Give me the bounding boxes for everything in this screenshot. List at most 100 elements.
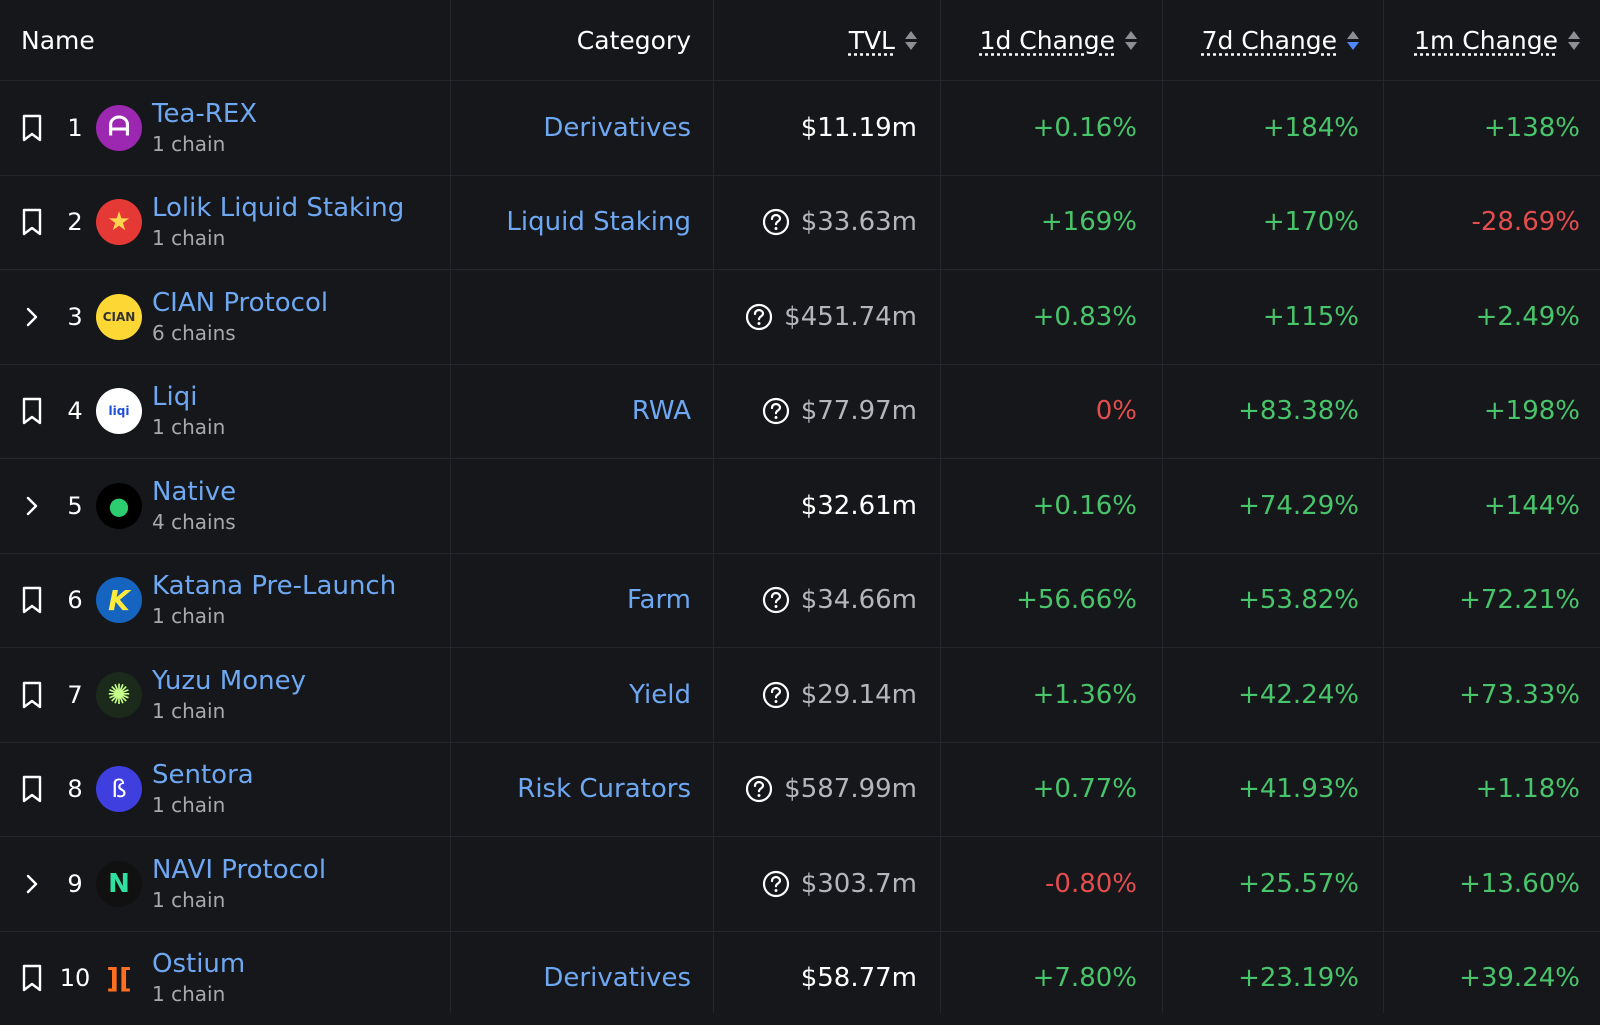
bookmark-icon[interactable] — [18, 932, 46, 1025]
category-link[interactable]: Yield — [629, 679, 691, 710]
tvl-value: $303.7m — [800, 868, 917, 899]
chevron-right-icon[interactable] — [18, 837, 46, 930]
logo-cell: K — [96, 554, 142, 647]
header-1d-sort[interactable]: 1d Change — [942, 0, 1137, 80]
protocol-name-link[interactable]: Sentora — [152, 760, 254, 790]
question-icon[interactable] — [744, 774, 774, 804]
change-1m: +13.60% — [1459, 868, 1580, 899]
change-1d: +169% — [1040, 207, 1137, 237]
category-link[interactable]: RWA — [631, 396, 691, 426]
bookmark-icon[interactable] — [18, 743, 46, 836]
rank-number: 8 — [67, 775, 83, 803]
change-7d: +42.24% — [1238, 679, 1359, 710]
chain-count: 1 chain — [152, 226, 226, 250]
table-row[interactable]: 7 ✺ Yuzu Money 1 chain Yield $29.14m +1.… — [0, 647, 1600, 741]
change-7d: +184% — [1262, 112, 1359, 143]
change-1d: +0.83% — [1032, 301, 1137, 332]
tvl-cell: $32.61m — [712, 459, 917, 552]
column-divider — [940, 0, 941, 1013]
table-row[interactable]: 1 ᗩ Tea-REX 1 chain Derivatives $11.19m … — [0, 80, 1600, 174]
question-icon[interactable] — [761, 869, 791, 899]
protocol-name-link[interactable]: CIAN Protocol — [152, 287, 329, 318]
bookmark-icon[interactable] — [18, 365, 46, 458]
category-link[interactable]: Liquid Staking — [506, 207, 691, 237]
yuzu-logo: ✺ — [96, 671, 142, 718]
chain-count: 6 chains — [152, 320, 236, 345]
question-icon[interactable] — [761, 207, 791, 237]
header-tvl-sort[interactable]: TVL — [712, 0, 917, 80]
header-1d-change[interactable]: 1d Change — [979, 25, 1115, 55]
table-row[interactable]: 6 K Katana Pre-Launch 1 chain Farm $34.6… — [0, 552, 1600, 647]
header-1m-change[interactable]: 1m Change — [1414, 25, 1558, 55]
tea-rex-logo: ᗩ — [96, 104, 142, 151]
question-icon[interactable] — [761, 585, 791, 615]
chevron-right-icon[interactable] — [18, 270, 46, 363]
change-1m: +39.24% — [1459, 963, 1580, 993]
change-7d: +25.57% — [1238, 868, 1359, 899]
bookmark-icon[interactable] — [18, 176, 46, 269]
chain-count: 1 chain — [152, 604, 226, 628]
chain-count: 1 chain — [152, 887, 226, 912]
column-divider — [450, 0, 451, 1013]
table-row[interactable]: 5 ● Native 4 chains $32.61m +0.16% +74.2… — [0, 458, 1600, 552]
header-1m-sort[interactable]: 1m Change — [1384, 0, 1580, 80]
protocol-name-link[interactable]: Ostium — [152, 949, 246, 979]
protocol-name-cell: Katana Pre-Launch 1 chain — [152, 554, 396, 647]
change-1d: -0.80% — [1045, 868, 1137, 899]
logo-cell: ● — [96, 459, 142, 552]
protocol-name-cell: Sentora 1 chain — [152, 743, 254, 836]
protocol-name-link[interactable]: Liqi — [152, 382, 198, 412]
change-1d: +0.77% — [1032, 774, 1137, 804]
change-1d: +56.66% — [1016, 585, 1137, 615]
table-row[interactable]: 4 liqi Liqi 1 chain RWA $77.97m 0% +83.3… — [0, 363, 1600, 458]
table-row[interactable]: 8 ß Sentora 1 chain Risk Curators $587.9… — [0, 741, 1600, 836]
question-icon[interactable] — [761, 680, 791, 710]
category-link[interactable]: Risk Curators — [517, 774, 691, 804]
rank-number: 9 — [67, 869, 83, 898]
table-row[interactable]: 3 CIAN CIAN Protocol 6 chains $451.74m +… — [0, 269, 1600, 363]
protocol-name-cell: CIAN Protocol 6 chains — [152, 270, 328, 363]
chain-count: 1 chain — [152, 793, 226, 817]
sort-icon[interactable] — [905, 30, 917, 50]
column-divider — [713, 0, 714, 1013]
navi-logo: N — [96, 860, 142, 907]
header-tvl[interactable]: TVL — [848, 25, 895, 55]
tvl-value: $451.74m — [784, 301, 917, 332]
category-link[interactable]: Derivatives — [543, 112, 691, 143]
bookmark-icon[interactable] — [18, 81, 46, 174]
tvl-value: $587.99m — [784, 774, 917, 804]
rank-number: 2 — [67, 208, 83, 236]
tvl-value: $33.63m — [800, 207, 917, 237]
rank-number: 3 — [67, 302, 83, 331]
protocol-name-cell: Ostium 1 chain — [152, 932, 245, 1025]
sort-icon[interactable] — [1568, 30, 1580, 50]
category-link — [451, 837, 691, 930]
chain-count: 1 chain — [152, 698, 226, 723]
protocol-name-cell: Liqi 1 chain — [152, 365, 225, 458]
table-row[interactable]: 10 ][ Ostium 1 chain Derivatives $58.77m… — [0, 930, 1600, 1025]
protocol-name-link[interactable]: NAVI Protocol — [152, 854, 327, 885]
logo-cell: ✺ — [96, 648, 142, 741]
category-link[interactable]: Farm — [626, 585, 691, 615]
bookmark-icon[interactable] — [18, 648, 46, 741]
sort-active-icon[interactable] — [1347, 30, 1359, 50]
protocol-name-link[interactable]: Katana Pre-Launch — [152, 571, 397, 601]
category-link[interactable]: Derivatives — [543, 963, 691, 993]
question-icon[interactable] — [744, 302, 774, 332]
table-header: Name Category TVL 1d Change 7d Change 1m… — [0, 0, 1600, 80]
protocol-name-link[interactable]: Yuzu Money — [152, 665, 306, 696]
header-7d-sort[interactable]: 7d Change — [1163, 0, 1359, 80]
table-row[interactable]: 9 N NAVI Protocol 1 chain $303.7m -0.80%… — [0, 836, 1600, 930]
protocol-name-link[interactable]: Native — [152, 476, 237, 507]
bookmark-icon[interactable] — [18, 554, 46, 647]
question-icon[interactable] — [761, 396, 791, 426]
protocol-name-link[interactable]: Lolik Liquid Staking — [152, 193, 405, 223]
chevron-right-icon[interactable] — [18, 459, 46, 552]
header-7d-change[interactable]: 7d Change — [1201, 25, 1337, 55]
protocol-name-link[interactable]: Tea-REX — [152, 98, 258, 129]
column-divider — [1162, 0, 1163, 1013]
tvl-cell: $77.97m — [712, 365, 917, 458]
tvl-cell: $451.74m — [712, 270, 917, 363]
table-row[interactable]: 2 ★ Lolik Liquid Staking 1 chain Liquid … — [0, 174, 1600, 269]
sort-icon[interactable] — [1125, 30, 1137, 50]
